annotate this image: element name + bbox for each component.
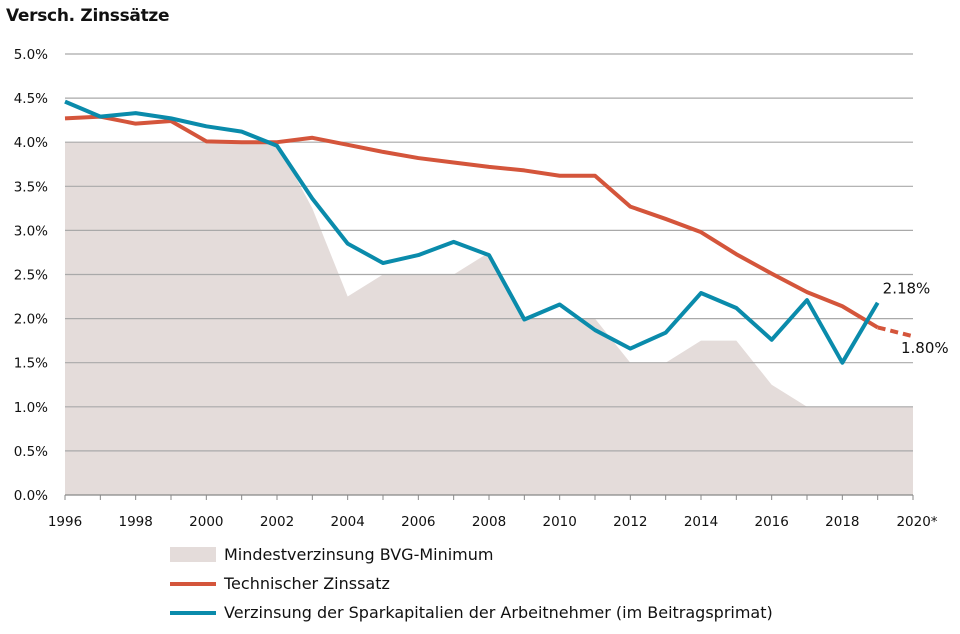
y-tick-label: 4.0% bbox=[14, 135, 48, 151]
y-tick-label: 4.5% bbox=[14, 91, 48, 107]
y-tick-label: 3.0% bbox=[14, 223, 48, 239]
x-tick-label: 2000 bbox=[189, 514, 223, 530]
legend-swatch-area bbox=[170, 547, 216, 562]
legend-swatch-blue bbox=[170, 610, 216, 615]
y-tick-label: 1.5% bbox=[14, 356, 48, 372]
x-tick-label: 2016 bbox=[754, 514, 788, 530]
y-tick-label: 0.0% bbox=[14, 488, 48, 504]
legend-swatch-red bbox=[170, 581, 216, 586]
legend-item-technical: Technischer Zinssatz bbox=[170, 569, 773, 598]
data-label: 1.80% bbox=[901, 339, 949, 357]
x-tick-label: 1998 bbox=[118, 514, 152, 530]
legend: Mindestverzinsung BVG-Minimum Technische… bbox=[170, 540, 773, 627]
legend-label: Technischer Zinssatz bbox=[224, 574, 390, 593]
x-tick-label: 1996 bbox=[48, 514, 82, 530]
legend-label: Verzinsung der Sparkapitalien der Arbeit… bbox=[224, 603, 773, 622]
series-line-2 bbox=[64, 99, 880, 365]
x-tick-label: 2010 bbox=[542, 514, 576, 530]
series-line-1 bbox=[64, 114, 879, 330]
x-tick-label: 2008 bbox=[472, 514, 506, 530]
legend-label: Mindestverzinsung BVG-Minimum bbox=[224, 545, 494, 564]
x-tick-label: 2012 bbox=[613, 514, 647, 530]
y-tick-label: 2.5% bbox=[14, 268, 48, 284]
y-tick-label: 5.0% bbox=[14, 47, 48, 63]
x-tick-label: 2014 bbox=[684, 514, 718, 530]
x-tick-label: 2002 bbox=[260, 514, 294, 530]
y-tick-label: 0.5% bbox=[14, 444, 48, 460]
legend-item-bvg: Mindestverzinsung BVG-Minimum bbox=[170, 540, 773, 569]
series-line-dashed bbox=[877, 325, 914, 339]
data-label: 2.18% bbox=[883, 280, 931, 298]
x-tick-label: 2006 bbox=[401, 514, 435, 530]
x-tick-label: 2020* bbox=[896, 514, 937, 530]
x-tick-label: 2018 bbox=[825, 514, 859, 530]
chart-title: Versch. Zinssätze bbox=[6, 6, 170, 26]
legend-item-interest: Verzinsung der Sparkapitalien der Arbeit… bbox=[170, 598, 773, 627]
y-tick-label: 3.5% bbox=[14, 179, 48, 195]
x-tick-label: 2004 bbox=[330, 514, 364, 530]
y-tick-label: 2.0% bbox=[14, 312, 48, 328]
y-tick-label: 1.0% bbox=[14, 400, 48, 416]
